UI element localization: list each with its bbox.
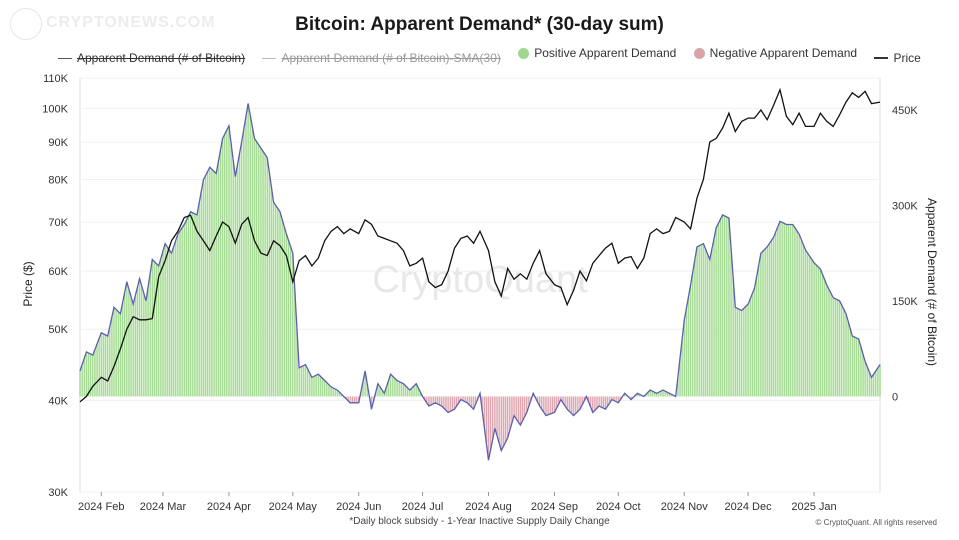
x-tick-label: 2024 Jun	[336, 501, 381, 513]
x-tick-label: 2024 Feb	[78, 501, 124, 513]
legend-label: Apparent Demand (# of Bitcoin)-SMA(30)	[281, 51, 501, 65]
chart-footnote: *Daily block subsidy - 1-Year Inactive S…	[349, 516, 610, 527]
demand-bars	[79, 103, 881, 461]
logo-text: CRYPTONEWS.COM	[46, 14, 216, 31]
x-tick-label: 2024 Jul	[402, 501, 444, 513]
chart-title: Bitcoin: Apparent Demand* (30-day sum)	[295, 14, 664, 35]
y-left-tick-label: 110K	[43, 73, 69, 85]
y-axis-right-title: Apparent Demand (# of Bitcoin)	[925, 198, 939, 366]
legend-line-icon	[58, 57, 72, 59]
legend-line-icon	[262, 57, 277, 59]
price-series	[79, 87, 881, 403]
legend-item-price[interactable]: Price	[874, 50, 921, 65]
y-left-tick-label: 80K	[48, 174, 68, 186]
y-left-tick-label: 40K	[48, 395, 68, 407]
site-watermark-logo: CRYPTONEWS.COM	[8, 6, 240, 42]
logo-mark-icon	[10, 8, 42, 40]
y-right-tick-label: 150K	[892, 296, 918, 308]
apparent-demand-line	[79, 103, 881, 461]
chart-legend: Apparent Demand (# of Bitcoin) Apparent …	[58, 46, 935, 65]
x-tick-label: 2024 Dec	[725, 501, 773, 513]
legend-item-positive-demand[interactable]: Positive Apparent Demand	[518, 46, 676, 60]
y-axis-left-title: Price ($)	[21, 261, 35, 306]
x-tick-label: 2024 Apr	[207, 501, 251, 513]
y-left-tick-label: 50K	[48, 324, 68, 336]
legend-label: Positive Apparent Demand	[534, 46, 677, 60]
legend-line-icon	[874, 56, 889, 59]
legend-dot-icon	[693, 47, 705, 59]
y-left-tick-label: 90K	[48, 137, 68, 149]
axes: 30K 40K 50K 60K 70K 80K 90K 100K 110K 0 150K 300K 45…	[42, 73, 918, 513]
y-left-tick-label: 100K	[42, 103, 68, 115]
y-left-tick-label: 30K	[48, 487, 68, 499]
x-tick-label: 2024 Sep	[531, 501, 578, 513]
x-tick-label: 2024 Nov	[661, 501, 709, 513]
y-right-tick-label: 300K	[892, 200, 918, 212]
legend-dot-icon	[518, 47, 530, 59]
y-right-tick-label: 450K	[892, 105, 918, 117]
x-tick-label: 2024 Oct	[596, 501, 641, 513]
cryptoquant-watermark: CryptoQuant	[372, 259, 588, 301]
legend-label: Price	[893, 50, 921, 65]
apparent-demand-series	[79, 103, 881, 461]
legend-label: Apparent Demand (# of Bitcoin)	[77, 51, 246, 65]
legend-item-negative-demand[interactable]: Negative Apparent Demand	[693, 46, 858, 60]
x-tick-label: 2025 Jan	[791, 501, 836, 513]
legend-label: Negative Apparent Demand	[709, 46, 858, 60]
legend-item-apparent-demand-sma[interactable]: Apparent Demand (# of Bitcoin)-SMA(30)	[262, 51, 501, 65]
price-line	[79, 87, 881, 403]
legend-item-apparent-demand[interactable]: Apparent Demand (# of Bitcoin)	[58, 51, 245, 65]
y-left-tick-label: 60K	[48, 266, 68, 278]
y-left-tick-label: 70K	[48, 217, 68, 229]
copyright-notice: © CryptoQuant. All rights reserved	[815, 518, 938, 527]
x-tick-label: 2024 Aug	[465, 501, 512, 513]
x-tick-label: 2024 May	[269, 501, 318, 513]
y-right-tick-label: 0	[892, 391, 898, 403]
x-tick-label: 2024 Mar	[140, 501, 187, 513]
